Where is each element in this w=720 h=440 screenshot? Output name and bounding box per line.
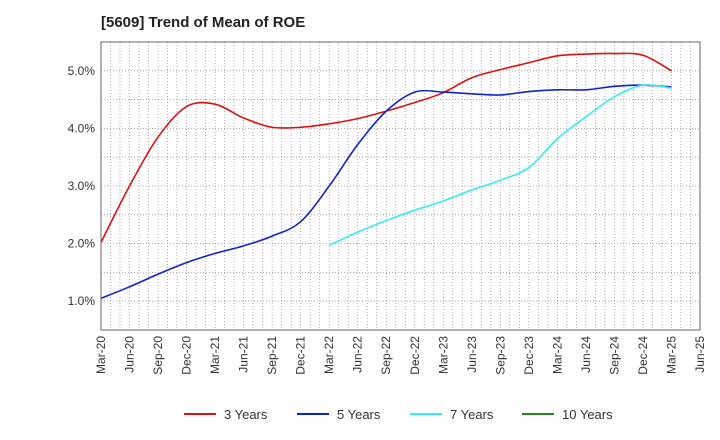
legend: 3 Years 5 Years 7 Years 10 Years xyxy=(184,407,613,422)
x-tick-label: Dec-22 xyxy=(408,336,422,375)
x-tick-label: Mar-21 xyxy=(208,336,222,374)
x-tick-label: Dec-21 xyxy=(294,336,308,375)
y-tick-label: 4.0% xyxy=(68,121,96,135)
x-tick-label: Mar-20 xyxy=(94,336,108,374)
x-tick-label: Sep-21 xyxy=(265,336,279,375)
legend-label-5-years: 5 Years xyxy=(337,407,381,422)
x-tick-label: Jun-24 xyxy=(579,336,593,373)
y-tick-label: 2.0% xyxy=(68,237,96,251)
grid-lines xyxy=(101,42,700,330)
series-line-5-years xyxy=(100,84,672,300)
y-tick-label: 1.0% xyxy=(68,294,96,308)
x-tick-label: Dec-24 xyxy=(636,336,650,375)
series-lines xyxy=(100,52,672,300)
x-tick-label: Mar-23 xyxy=(436,336,450,374)
x-tick-label: Sep-23 xyxy=(493,336,507,375)
x-tick-label: Sep-24 xyxy=(607,336,621,375)
legend-label-7-years: 7 Years xyxy=(450,407,494,422)
x-tick-label: Jun-20 xyxy=(123,336,137,373)
y-tick-label: 3.0% xyxy=(68,179,96,193)
y-tick-label: 5.0% xyxy=(68,64,96,78)
y-axis-ticks: 1.0% 2.0% 3.0% 4.0% 5.0% xyxy=(68,64,96,308)
x-tick-label: Sep-20 xyxy=(151,336,165,375)
x-tick-label: Mar-24 xyxy=(550,336,564,374)
legend-label-3-years: 3 Years xyxy=(224,407,268,422)
x-tick-label: Dec-20 xyxy=(180,336,194,375)
legend-label-10-years: 10 Years xyxy=(562,407,613,422)
plot-border xyxy=(100,41,701,331)
x-tick-label: Sep-22 xyxy=(379,336,393,375)
x-tick-label: Mar-25 xyxy=(664,336,678,374)
x-tick-label: Jun-21 xyxy=(237,336,251,373)
x-tick-label: Mar-22 xyxy=(322,336,336,374)
x-tick-label: Dec-23 xyxy=(522,336,536,375)
x-tick-label: Jun-25 xyxy=(693,336,707,373)
x-tick-label: Jun-23 xyxy=(465,336,479,373)
x-axis-ticks: Mar-20 Jun-20 Sep-20 Dec-20 Mar-21 Jun-21 Sep-… xyxy=(94,336,707,375)
x-tick-label: Jun-22 xyxy=(351,336,365,373)
series-line-7-years xyxy=(328,84,672,247)
plot-frame xyxy=(100,41,701,331)
chart-title: [5609] Trend of Mean of ROE xyxy=(101,14,306,31)
